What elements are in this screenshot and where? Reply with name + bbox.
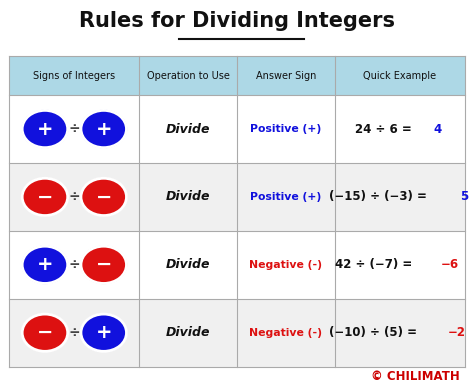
- Text: −: −: [96, 255, 112, 274]
- Text: −: −: [37, 323, 53, 342]
- Text: −: −: [37, 187, 53, 206]
- Text: Operation to Use: Operation to Use: [146, 71, 229, 81]
- Text: 42 ÷ (−7) =: 42 ÷ (−7) =: [336, 258, 417, 271]
- Circle shape: [81, 246, 127, 283]
- Text: +: +: [95, 323, 112, 342]
- Circle shape: [22, 314, 68, 352]
- Text: ÷: ÷: [69, 190, 80, 204]
- Text: 24 ÷ 6 =: 24 ÷ 6 =: [355, 123, 416, 135]
- Text: Positive (+): Positive (+): [250, 124, 321, 134]
- Text: +: +: [95, 120, 112, 139]
- Text: 5: 5: [460, 191, 468, 203]
- Circle shape: [81, 178, 127, 215]
- Text: Positive (+): Positive (+): [250, 192, 321, 202]
- Circle shape: [22, 110, 68, 148]
- Text: Signs of Integers: Signs of Integers: [33, 71, 115, 81]
- Bar: [9, 231, 465, 299]
- Text: +: +: [36, 120, 53, 139]
- Text: (−15) ÷ (−3) =: (−15) ÷ (−3) =: [328, 191, 430, 203]
- Circle shape: [22, 246, 68, 283]
- Bar: [9, 56, 465, 95]
- Text: Negative (-): Negative (-): [249, 328, 322, 338]
- Text: Negative (-): Negative (-): [249, 260, 322, 270]
- Text: Divide: Divide: [166, 258, 210, 271]
- Text: −6: −6: [440, 258, 459, 271]
- Text: −2: −2: [447, 326, 465, 339]
- Circle shape: [22, 178, 68, 215]
- Text: Divide: Divide: [166, 123, 210, 135]
- Text: ÷: ÷: [69, 258, 80, 272]
- Text: Divide: Divide: [166, 326, 210, 339]
- Text: Dividing: Dividing: [189, 11, 285, 31]
- Bar: [9, 95, 465, 163]
- Text: Quick Example: Quick Example: [363, 71, 436, 81]
- Text: (−10) ÷ (5) =: (−10) ÷ (5) =: [328, 326, 421, 339]
- Circle shape: [81, 110, 127, 148]
- Text: Rules for: Rules for: [124, 11, 237, 31]
- Text: © CHILIMATH: © CHILIMATH: [371, 370, 460, 383]
- Text: Divide: Divide: [166, 191, 210, 203]
- Bar: [9, 299, 465, 367]
- Text: 4: 4: [434, 123, 442, 135]
- Text: +: +: [36, 255, 53, 274]
- Text: −: −: [96, 187, 112, 206]
- Text: Answer Sign: Answer Sign: [256, 71, 316, 81]
- Circle shape: [81, 314, 127, 352]
- Text: Integers: Integers: [237, 11, 343, 31]
- Text: Rules for Dividing Integers: Rules for Dividing Integers: [79, 11, 395, 31]
- Text: ÷: ÷: [69, 326, 80, 340]
- Bar: [9, 163, 465, 231]
- Text: ÷: ÷: [69, 122, 80, 136]
